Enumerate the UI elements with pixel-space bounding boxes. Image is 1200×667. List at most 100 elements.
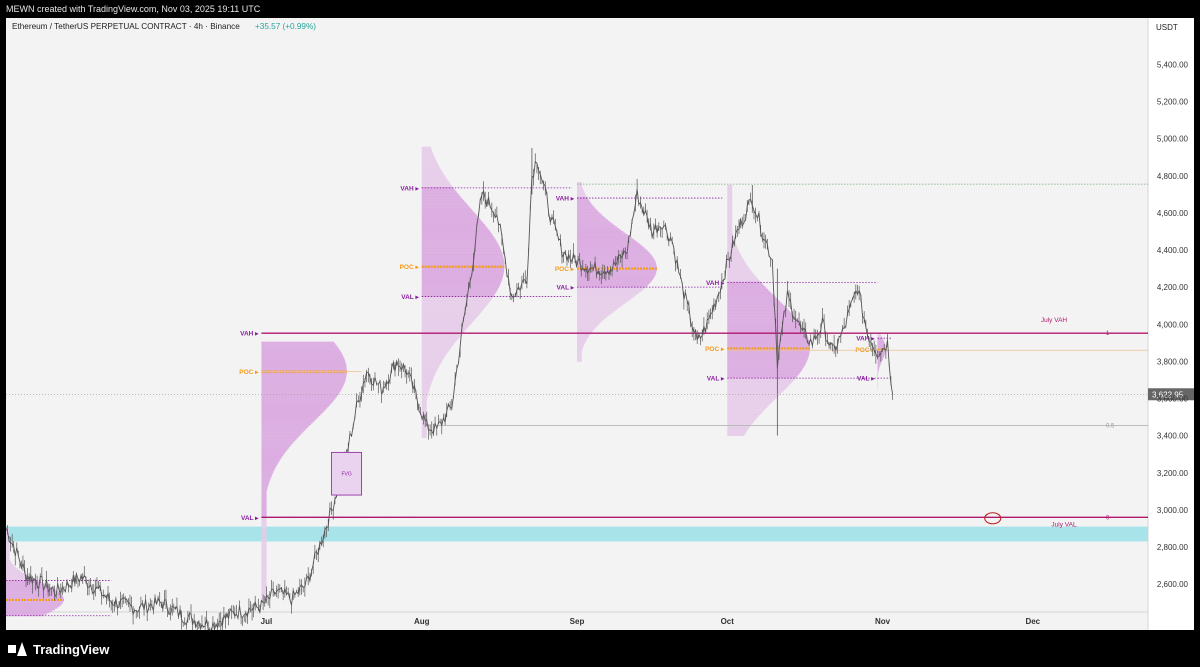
profile-bar xyxy=(261,383,345,385)
profile-bar xyxy=(421,252,503,254)
profile-bar xyxy=(6,583,45,585)
profile-bar xyxy=(727,407,766,410)
profile-bar xyxy=(261,475,272,477)
profile-bar xyxy=(261,401,333,403)
profile-bar xyxy=(577,278,653,281)
profile-bar xyxy=(261,377,347,379)
profile-bar xyxy=(421,308,484,311)
time-tick-label: Aug xyxy=(414,617,430,626)
profile-bar xyxy=(727,345,810,347)
profile-bar xyxy=(421,225,487,228)
profile-bar xyxy=(727,416,758,419)
profile-bar xyxy=(727,418,757,420)
profile-bar xyxy=(6,604,62,606)
profile-bar xyxy=(6,555,10,557)
profile-bar xyxy=(421,375,435,378)
profile-bar xyxy=(421,396,428,398)
profile-bar xyxy=(577,259,655,261)
profile-bar xyxy=(727,421,754,423)
profile-bar xyxy=(577,309,616,312)
profile-bar xyxy=(577,183,582,186)
profile-bar xyxy=(421,241,498,244)
profile-bar xyxy=(261,534,267,537)
profile-bar xyxy=(421,255,503,257)
profile-bar xyxy=(577,247,645,249)
profile-bar xyxy=(261,359,345,362)
profile-bar xyxy=(261,380,346,382)
profile-bar xyxy=(727,412,762,414)
profile-bar xyxy=(6,546,10,548)
profile-bar xyxy=(421,365,440,367)
profile-bar xyxy=(261,513,267,516)
profile-bar xyxy=(727,281,761,284)
profile-bar xyxy=(421,264,505,266)
profile-bar xyxy=(421,293,495,296)
profile-bar xyxy=(577,284,648,287)
profile-bar xyxy=(261,568,267,571)
profile-bar xyxy=(877,362,881,365)
profile-bar xyxy=(727,370,802,373)
profile-bar xyxy=(421,424,427,427)
profile-bar xyxy=(727,269,751,272)
profile-bar xyxy=(421,192,458,195)
profile-bar xyxy=(727,189,733,192)
profile-bar xyxy=(261,490,267,492)
profile-bar xyxy=(727,207,733,209)
profile-bar xyxy=(727,364,805,367)
price-tick-label: 3,600.00 xyxy=(1157,395,1189,404)
chart-pane[interactable]: VAH ▸ POC ▸ VAL ▸ VAH ▸ POC ▸ VAL ▸ VAH ▸ POC ▸… xyxy=(6,18,1194,630)
profile-bar xyxy=(577,281,651,284)
profile-bar xyxy=(577,274,656,276)
profile-bar xyxy=(261,392,340,394)
profile-bar xyxy=(727,378,796,380)
profile-bar xyxy=(6,574,27,577)
profile-bar xyxy=(727,235,734,238)
profile-bar xyxy=(727,424,752,426)
profile-bar xyxy=(421,290,497,293)
profile-bar xyxy=(421,259,504,262)
profile-bar xyxy=(727,278,759,281)
profile-bar xyxy=(421,204,469,207)
profile-bar xyxy=(727,380,793,383)
profile-bar xyxy=(261,427,307,430)
price-chart[interactable]: VAH ▸ POC ▸ VAL ▸ VAH ▸ POC ▸ VAL ▸ VAH ▸ POC ▸… xyxy=(6,18,1194,630)
profile-bar xyxy=(421,295,494,297)
profile-bar xyxy=(577,349,582,352)
profile-bar xyxy=(421,368,438,370)
profile-bar xyxy=(261,542,267,544)
profile-bar xyxy=(577,280,652,282)
profile-bar xyxy=(577,314,610,316)
profile-bar xyxy=(421,402,427,404)
profile-bar xyxy=(727,336,808,339)
profile-bar xyxy=(421,167,441,170)
profile-bar xyxy=(421,353,447,355)
price-tick-label: 4,000.00 xyxy=(1157,320,1189,329)
profile-bar xyxy=(261,472,273,474)
profile-bar xyxy=(577,198,589,200)
profile-bar xyxy=(577,342,585,344)
profile-bar xyxy=(727,398,775,401)
profile-bar xyxy=(421,170,442,173)
profile-bar xyxy=(727,317,796,319)
profile-bar xyxy=(877,368,879,371)
profile-bar xyxy=(577,355,582,358)
profile-bar xyxy=(727,241,736,244)
tradingview-logo[interactable]: TradingView xyxy=(8,640,109,658)
profile-bar xyxy=(577,308,618,310)
profile-bar xyxy=(6,566,17,569)
profile-bar xyxy=(261,507,267,510)
profile-bar xyxy=(261,464,277,467)
profile-bar xyxy=(421,427,427,430)
profile-bar xyxy=(261,499,267,501)
profile-bar xyxy=(727,288,769,291)
profile-bar xyxy=(421,359,443,361)
time-axis[interactable]: Jul Aug Sep Oct Nov Dec xyxy=(261,617,1041,626)
profile-bar xyxy=(421,298,492,300)
price-axis[interactable]: 5,400.00 5,200.00 5,000.00 4,800.00 4,600.00… xyxy=(1157,60,1189,589)
profile-bar xyxy=(577,285,647,288)
profile-bar xyxy=(421,292,496,294)
currency-label[interactable]: USDT xyxy=(1156,23,1178,32)
profile-bar xyxy=(261,586,267,589)
profile-bar xyxy=(577,217,606,220)
profile-bar xyxy=(261,409,325,412)
